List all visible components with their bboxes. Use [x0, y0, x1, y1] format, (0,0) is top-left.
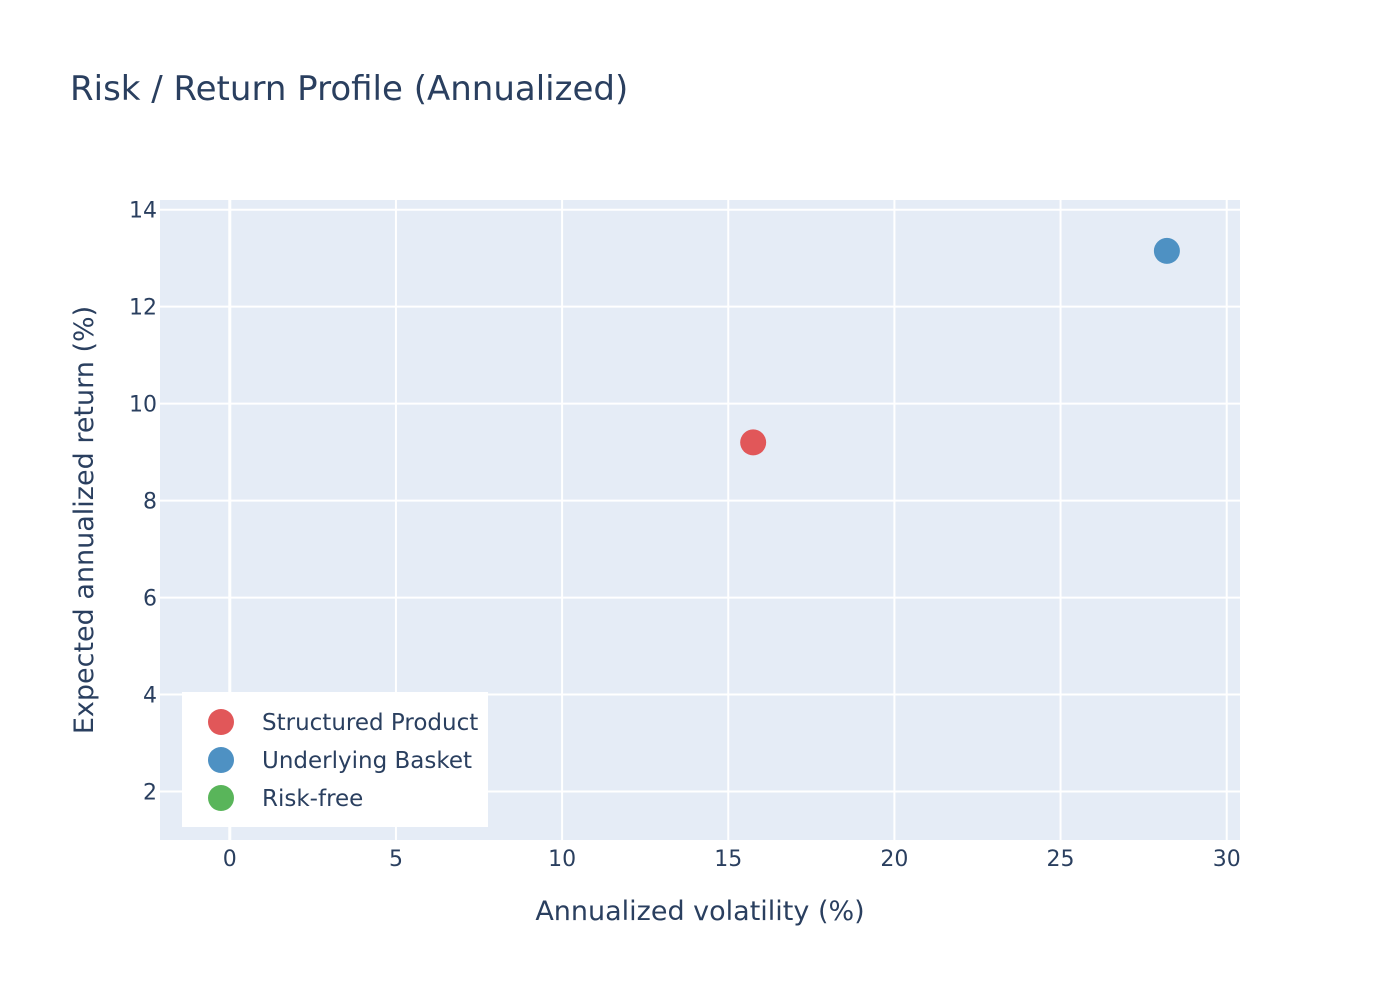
legend-label: Underlying Basket — [262, 748, 472, 774]
y-tick-label: 14 — [129, 199, 157, 224]
y-tick-label: 12 — [129, 296, 157, 321]
x-tick-label: 25 — [1047, 847, 1075, 872]
x-tick-label: 0 — [223, 847, 237, 872]
y-tick-label: 4 — [143, 684, 157, 709]
point-underlying-basket — [1153, 237, 1180, 264]
legend-label: Risk-free — [262, 786, 363, 812]
legend: Structured Product Underlying Basket Risk-… — [182, 692, 488, 827]
legend-marker — [208, 785, 234, 811]
legend-marker — [208, 747, 234, 773]
x-tick-label: 5 — [389, 847, 403, 872]
y-tick-label: 10 — [129, 393, 157, 418]
x-axis-title: Annualized volatility (%) — [535, 896, 864, 927]
chart-title: Risk / Return Profile (Annualized) — [70, 69, 628, 109]
y-axis-title: Expected annualized return (%) — [69, 306, 100, 734]
legend-marker — [208, 709, 234, 735]
x-tick-label: 15 — [714, 847, 742, 872]
y-tick-label: 2 — [143, 781, 157, 806]
x-tick-label: 20 — [880, 847, 908, 872]
legend-items: Structured Product Underlying Basket Risk-… — [208, 709, 478, 812]
tick-labels: 0 5 10 15 20 25 30 2 4 6 8 10 12 14 — [129, 199, 1241, 872]
x-tick-label: 30 — [1213, 847, 1241, 872]
y-tick-label: 6 — [143, 587, 157, 612]
data-points — [740, 237, 1180, 456]
point-structured-product — [740, 429, 767, 456]
legend-label: Structured Product — [262, 710, 478, 736]
x-tick-label: 10 — [548, 847, 576, 872]
y-tick-label: 8 — [143, 490, 157, 515]
